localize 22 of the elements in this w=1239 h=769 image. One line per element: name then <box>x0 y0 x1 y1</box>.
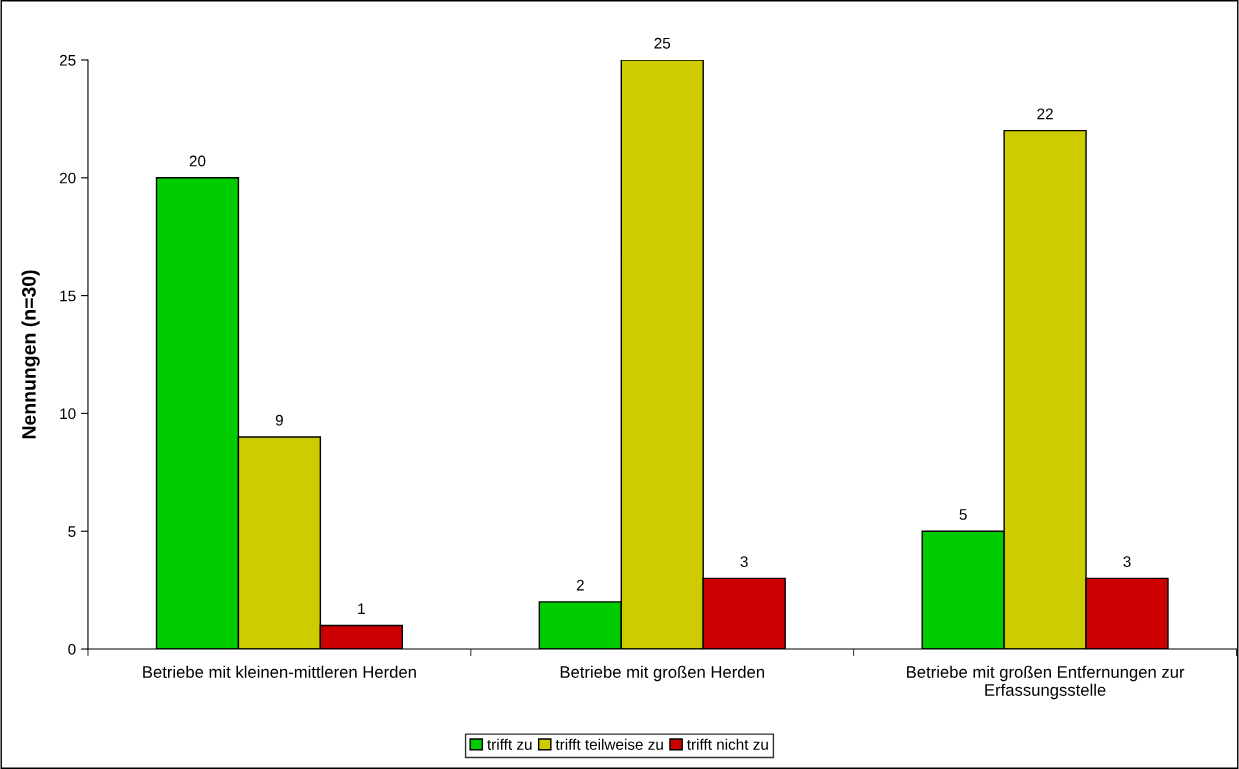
x-tick-label: Betriebe mit großen Herden <box>560 665 764 682</box>
data-label: 2 <box>576 579 584 591</box>
y-tick-label: 15 <box>60 290 76 302</box>
data-label: 3 <box>1123 556 1131 567</box>
x-tick-label: Betriebe mit großen Entfernungen zur Erfassungsstelle <box>907 665 1185 700</box>
data-label: 25 <box>654 37 671 49</box>
y-tick-label: 5 <box>68 526 76 537</box>
y-tick-label: 25 <box>59 54 76 66</box>
data-label: 1 <box>358 603 365 614</box>
y-tick-label: 0 <box>68 643 76 655</box>
y-axis-title: Nennungen (n=30) <box>21 270 40 439</box>
data-label: 20 <box>189 155 206 167</box>
legend-label: trifft zu <box>487 738 532 750</box>
data-label: 5 <box>959 509 967 520</box>
y-tick-label: 10 <box>60 408 76 420</box>
legend-label: trifft teilweise zu <box>555 738 663 750</box>
data-label: 9 <box>275 414 283 426</box>
y-tick-label: 20 <box>59 172 76 184</box>
x-tick-label: Betriebe mit kleinen-mittleren Herden <box>143 665 416 678</box>
data-label: 22 <box>1037 108 1053 120</box>
legend-label: trifft nicht zu <box>687 738 768 750</box>
data-label: 3 <box>740 556 748 567</box>
